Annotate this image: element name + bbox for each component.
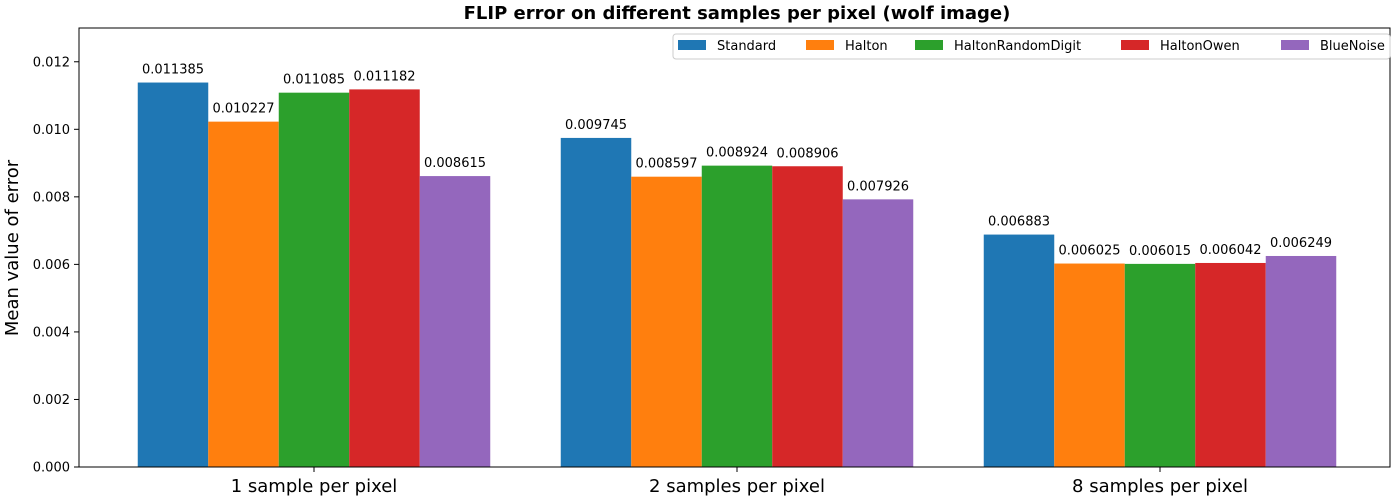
legend-box — [672, 33, 1391, 60]
data-label: 0.009745 — [565, 118, 627, 133]
bar — [419, 176, 491, 467]
y-axis-label: Mean value of error — [2, 159, 23, 336]
series-haltonowen: 0.011182 0.008906 0.006042 — [349, 69, 1266, 467]
data-label: 0.008615 — [424, 156, 486, 171]
data-label: 0.010227 — [212, 102, 274, 117]
x-tick-label: 8 samples per pixel — [1072, 476, 1248, 497]
legend-entry: HaltonOwen — [1121, 39, 1240, 54]
legend-label: HaltonRandomDigit — [954, 39, 1081, 54]
legend-swatch — [1281, 40, 1309, 50]
data-label: 0.008924 — [706, 146, 768, 161]
bar — [1195, 262, 1266, 467]
bar — [701, 165, 773, 467]
y-tick-label: 0.002 — [33, 393, 70, 408]
data-label: 0.006883 — [988, 215, 1050, 230]
axes: 0.000 0.002 0.004 0.006 0.008 0.010 0.012 1 sam… — [33, 27, 1391, 497]
data-label: 0.011182 — [353, 69, 415, 84]
x-tick-label: 1 sample per pixel — [231, 476, 398, 497]
data-label: 0.007926 — [847, 179, 909, 194]
data-label: 0.008906 — [776, 146, 838, 161]
legend-swatch — [678, 40, 706, 50]
legend-swatch — [915, 40, 943, 50]
bar — [349, 89, 420, 467]
bar — [983, 234, 1055, 467]
y-tick-label: 0.012 — [33, 55, 70, 70]
bar — [560, 137, 632, 468]
plot-area: 0.011385 0.009745 0.006883 0.010227 0.008597… — [137, 63, 1337, 468]
data-label: 0.006015 — [1129, 244, 1191, 259]
data-label: 0.008597 — [635, 157, 697, 172]
y-tick-label: 0.008 — [33, 190, 70, 205]
legend-entry: BlueNoise — [1281, 39, 1385, 54]
y-tick-label: 0.004 — [33, 325, 70, 340]
bar — [208, 121, 279, 467]
y-tick-label: 0.000 — [33, 461, 70, 476]
series-bluenoise: 0.008615 0.007926 0.006249 — [419, 156, 1337, 467]
series-haltonrandomdigit: 0.011085 0.008924 0.006015 — [278, 73, 1196, 468]
x-tick-label: 2 samples per pixel — [649, 476, 825, 497]
series-halton: 0.010227 0.008597 0.006025 — [208, 102, 1125, 467]
legend: Standard Halton HaltonRandomDigit HaltonOwe… — [672, 33, 1391, 60]
legend-label: Halton — [845, 39, 888, 54]
data-label: 0.006042 — [1199, 243, 1261, 258]
data-label: 0.011085 — [283, 73, 345, 88]
series-standard: 0.011385 0.009745 0.006883 — [137, 63, 1055, 468]
bar — [1124, 263, 1196, 467]
legend-entry: HaltonRandomDigit — [915, 39, 1081, 54]
bar — [278, 92, 350, 468]
bar — [137, 82, 209, 467]
y-tick-label: 0.010 — [33, 123, 70, 138]
legend-label: BlueNoise — [1320, 39, 1385, 54]
legend-swatch — [806, 40, 834, 50]
bar — [1265, 255, 1337, 467]
legend-entry: Halton — [806, 39, 888, 54]
data-label: 0.011385 — [142, 63, 204, 78]
bar — [772, 166, 843, 467]
bar — [842, 199, 914, 467]
axes-frame — [78, 27, 1391, 468]
legend-entry: Standard — [678, 39, 776, 54]
y-tick-label: 0.006 — [33, 258, 70, 273]
bar — [1054, 263, 1125, 467]
chart-title: FLIP error on different samples per pixe… — [464, 3, 1011, 24]
bar — [631, 176, 702, 467]
data-label: 0.006249 — [1270, 236, 1332, 251]
legend-swatch — [1121, 40, 1149, 50]
legend-label: Standard — [717, 39, 776, 54]
legend-label: HaltonOwen — [1160, 39, 1240, 54]
data-label: 0.006025 — [1058, 244, 1120, 259]
